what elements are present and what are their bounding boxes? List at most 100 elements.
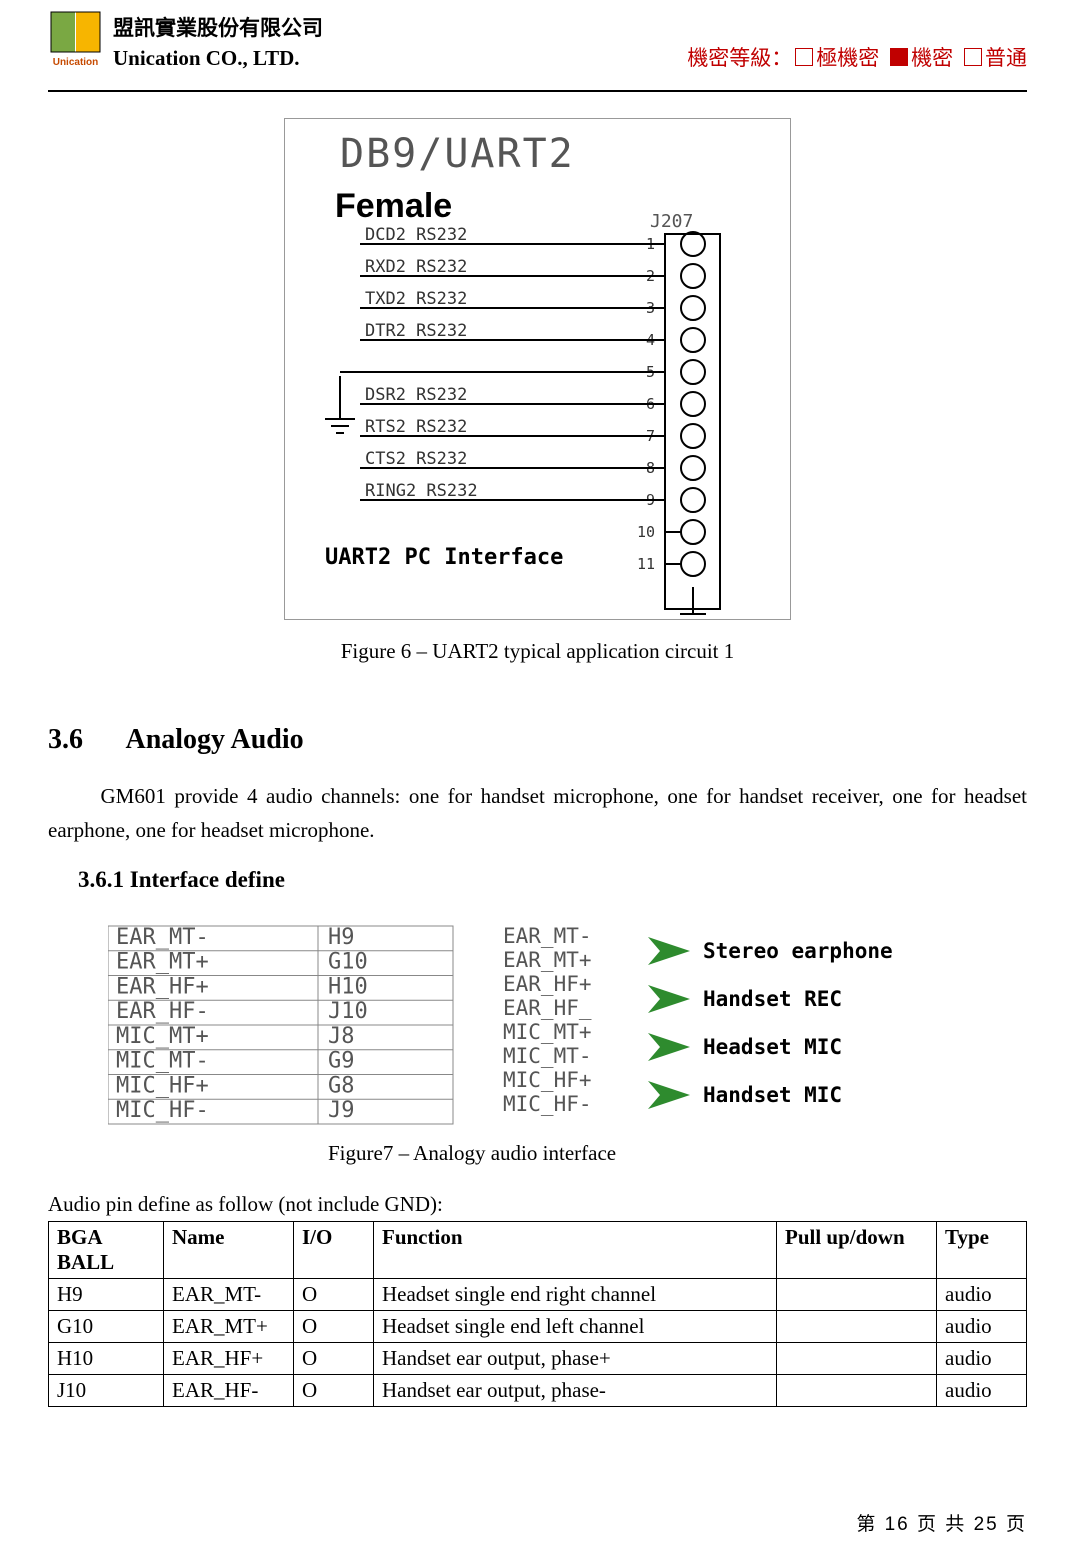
figure6-box: DB9/UART2 Female J207 1DCD2_RS2322RXD2_R…: [284, 118, 791, 620]
svg-text:EAR_MT+: EAR_MT+: [503, 948, 592, 972]
audio-interface-diagram: EAR_MT- H9 EAR_MT+ G10 EAR_HF+ H10 EAR_HF- J10 M…: [108, 921, 968, 1131]
svg-text:RXD2_RS232: RXD2_RS232: [365, 257, 467, 277]
svg-text:EAR_HF-: EAR_HF-: [116, 999, 209, 1024]
svg-text:H9: H9: [328, 925, 355, 950]
svg-text:G10: G10: [328, 950, 368, 975]
svg-text:11: 11: [637, 555, 655, 573]
svg-text:Unication: Unication: [53, 57, 99, 68]
table-cell: [777, 1311, 937, 1343]
logo-block: Unication 盟訊實業股份有限公司 Unication CO., LTD.: [48, 10, 323, 71]
svg-text:RTS2_RS232: RTS2_RS232: [365, 417, 467, 437]
section-3-6-paragraph: GM601 provide 4 audio channels: one for …: [48, 780, 1027, 847]
table-cell: J10: [49, 1375, 164, 1407]
svg-text:J8: J8: [328, 1024, 355, 1049]
company-name-cn: 盟訊實業股份有限公司: [113, 12, 323, 42]
svg-text:RING2_RS232: RING2_RS232: [365, 481, 478, 501]
table-cell: Headset single end right channel: [374, 1279, 777, 1311]
svg-text:EAR_MT-: EAR_MT-: [503, 924, 592, 948]
section-3-6-1-heading: 3.6.1 Interface define: [78, 867, 1027, 893]
table-cell: H9: [49, 1279, 164, 1311]
svg-text:J9: J9: [328, 1098, 355, 1123]
th-type: Type: [937, 1222, 1027, 1279]
table-cell: EAR_HF-: [164, 1375, 294, 1407]
table-cell: audio: [937, 1311, 1027, 1343]
secrecy-label: 機密等級：: [687, 42, 792, 72]
checkbox-topsecret-icon: [795, 48, 813, 66]
svg-text:H10: H10: [328, 975, 368, 1000]
table-cell: G10: [49, 1311, 164, 1343]
table-cell: Headset single end left channel: [374, 1311, 777, 1343]
figure6-container: DB9/UART2 Female J207 1DCD2_RS2322RXD2_R…: [48, 118, 1027, 664]
table-row: J10EAR_HF-OHandset ear output, phase-aud…: [49, 1375, 1027, 1407]
secrecy-topsecret: 極機密: [816, 42, 879, 72]
unication-logo-icon: Unication: [48, 10, 103, 70]
company-names: 盟訊實業股份有限公司 Unication CO., LTD.: [113, 12, 323, 71]
pin-table-intro: Audio pin define as follow (not include …: [48, 1192, 1027, 1217]
section-3-6-1-number: 3.6.1: [78, 867, 124, 892]
svg-text:Stereo earphone: Stereo earphone: [703, 939, 893, 963]
figure6-caption: Figure 6 – UART2 typical application cir…: [48, 639, 1027, 664]
checkbox-normal-icon: [964, 48, 982, 66]
secrecy-secret: 機密: [911, 42, 953, 72]
page-header: Unication 盟訊實業股份有限公司 Unication CO., LTD.…: [48, 10, 1027, 88]
secrecy-level: 機密等級： 極機密 機密 普通: [687, 42, 1027, 72]
svg-text:UART2 PC Interface: UART2 PC Interface: [325, 545, 563, 570]
svg-text:EAR_HF+: EAR_HF+: [503, 972, 592, 996]
svg-text:EAR_HF+: EAR_HF+: [116, 975, 209, 1000]
table-cell: EAR_MT-: [164, 1279, 294, 1311]
table-row: H9EAR_MT-OHeadset single end right chann…: [49, 1279, 1027, 1311]
th-name: Name: [164, 1222, 294, 1279]
section-3-6-title: Analogy Audio: [125, 724, 303, 755]
svg-text:DSR2_RS232: DSR2_RS232: [365, 385, 467, 405]
svg-text:DTR2_RS232: DTR2_RS232: [365, 321, 467, 341]
svg-text:J10: J10: [328, 999, 368, 1024]
th-io: I/O: [294, 1222, 374, 1279]
table-cell: O: [294, 1375, 374, 1407]
svg-text:Headset MIC: Headset MIC: [703, 1035, 842, 1059]
svg-text:G9: G9: [328, 1049, 355, 1074]
th-pull: Pull up/down: [777, 1222, 937, 1279]
checkbox-secret-icon: [890, 48, 908, 66]
page-footer: 第 16 页 共 25 页: [856, 1509, 1027, 1536]
section-3-6-1-title: Interface define: [130, 867, 285, 892]
svg-text:MIC_HF-: MIC_HF-: [116, 1098, 209, 1123]
svg-text:10: 10: [637, 523, 655, 541]
figure7-caption: Figure7 – Analogy audio interface: [328, 1141, 1027, 1166]
header-divider: [48, 90, 1027, 92]
svg-text:MIC_MT-: MIC_MT-: [503, 1044, 592, 1068]
figure7-container: EAR_MT- H9 EAR_MT+ G10 EAR_HF+ H10 EAR_HF- J10 M…: [108, 921, 1027, 1166]
pin-table-header-row: BGA BALL Name I/O Function Pull up/down …: [49, 1222, 1027, 1279]
secrecy-normal: 普通: [985, 42, 1027, 72]
svg-text:MIC_MT+: MIC_MT+: [116, 1024, 209, 1049]
table-cell: audio: [937, 1343, 1027, 1375]
svg-text:EAR_MT+: EAR_MT+: [116, 950, 209, 975]
svg-text:Handset REC: Handset REC: [703, 987, 842, 1011]
table-row: H10EAR_HF+OHandset ear output, phase+ aud…: [49, 1343, 1027, 1375]
table-cell: Handset ear output, phase-: [374, 1375, 777, 1407]
th-func: Function: [374, 1222, 777, 1279]
svg-text:DCD2_RS232: DCD2_RS232: [365, 225, 467, 245]
svg-text:G8: G8: [328, 1074, 355, 1099]
table-cell: O: [294, 1311, 374, 1343]
section-3-6-number: 3.6: [48, 724, 120, 756]
pin-table: BGA BALL Name I/O Function Pull up/down …: [48, 1221, 1027, 1407]
company-name-en: Unication CO., LTD.: [113, 46, 323, 71]
svg-text:EAR_MT-: EAR_MT-: [116, 925, 209, 950]
table-cell: audio: [937, 1279, 1027, 1311]
svg-text:CTS2_RS232: CTS2_RS232: [365, 449, 467, 469]
svg-text:MIC_MT+: MIC_MT+: [503, 1020, 592, 1044]
svg-text:EAR_HF_: EAR_HF_: [503, 996, 592, 1020]
uart-diagram: DB9/UART2 Female J207 1DCD2_RS2322RXD2_R…: [285, 119, 790, 619]
svg-text:Handset MIC: Handset MIC: [703, 1083, 842, 1107]
svg-text:MIC_MT-: MIC_MT-: [116, 1049, 209, 1074]
table-row: G10EAR_MT+OHeadset single end left chann…: [49, 1311, 1027, 1343]
section-3-6-heading: 3.6 Analogy Audio: [48, 724, 1027, 756]
svg-text:J207: J207: [650, 211, 693, 232]
table-cell: EAR_HF+: [164, 1343, 294, 1375]
table-cell: O: [294, 1343, 374, 1375]
table-cell: [777, 1375, 937, 1407]
table-cell: EAR_MT+: [164, 1311, 294, 1343]
table-cell: H10: [49, 1343, 164, 1375]
table-cell: Handset ear output, phase+: [374, 1343, 777, 1375]
table-cell: O: [294, 1279, 374, 1311]
